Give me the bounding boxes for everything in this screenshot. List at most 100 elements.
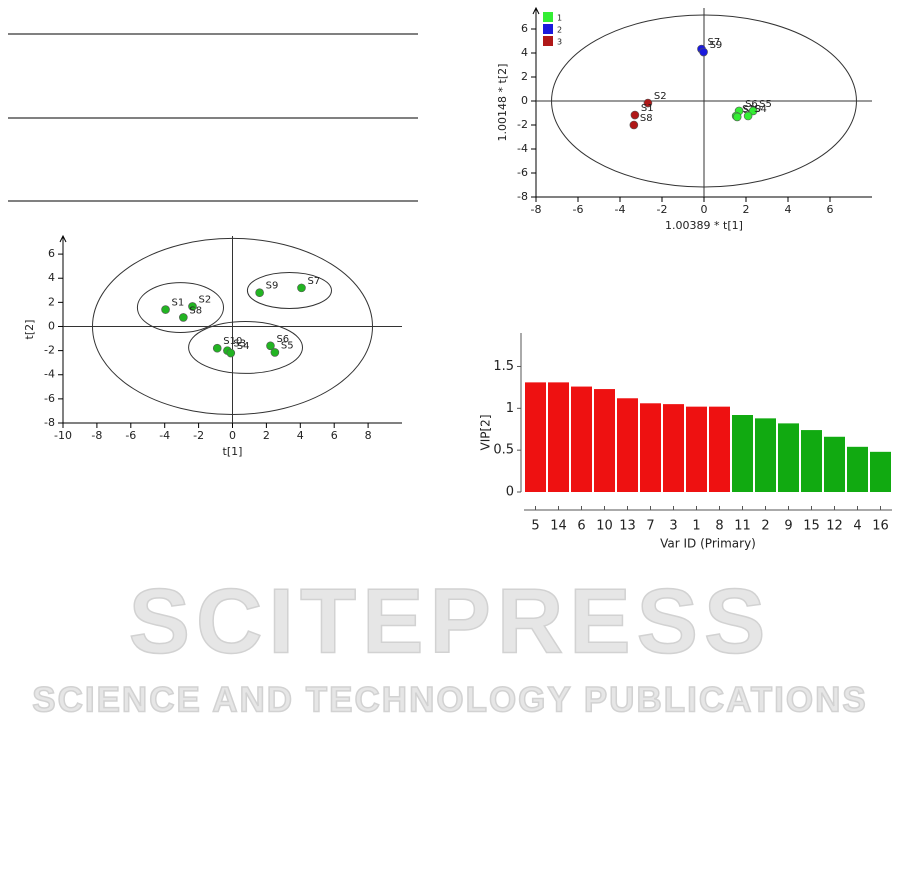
x-tick-label: 16 (872, 519, 889, 534)
point-label: S6 (276, 334, 289, 345)
bar (663, 404, 684, 492)
bar (847, 446, 868, 492)
point (297, 283, 306, 293)
ellipse (551, 14, 857, 188)
x-axis-label: Var ID (Primary) (660, 537, 756, 551)
point (266, 341, 275, 351)
x-tick-label: -2 (193, 429, 204, 442)
point (188, 302, 197, 311)
legend-swatch (543, 12, 553, 22)
x-tick-label: 11 (734, 519, 751, 534)
bar (732, 415, 753, 492)
y-tick-label: 4 (48, 271, 55, 284)
point (226, 348, 236, 358)
x-tick-label: 15 (803, 519, 820, 534)
y-tick-label: 1.5 (493, 359, 514, 374)
x-tick-label: 0 (229, 429, 236, 442)
y-tick-label: 1 (506, 401, 514, 416)
bar (525, 382, 546, 492)
x-tick-label: 9 (784, 519, 792, 534)
x-tick-label: -10 (54, 429, 72, 442)
point (270, 348, 280, 357)
y-tick-label: -8 (44, 416, 55, 429)
x-tick-label: -4 (159, 429, 170, 442)
point-label: S4 (237, 341, 250, 352)
y-tick-label: 2 (48, 295, 55, 308)
bar (709, 406, 730, 492)
bar (617, 398, 638, 492)
y-tick-label: 4 (521, 46, 528, 59)
watermark-title: SCITEPRESS (129, 570, 772, 672)
x-tick-label: 14 (550, 519, 567, 534)
point-label: S5 (759, 99, 772, 110)
point-label: S7 (307, 276, 320, 287)
x-tick-label: 10 (596, 519, 613, 534)
ellipse (188, 321, 304, 374)
y-tick-label: -2 (517, 118, 528, 131)
legend-label: 1 (557, 14, 562, 23)
legend-label: 3 (557, 38, 562, 47)
x-tick-label: -2 (657, 203, 668, 216)
point-label: S8 (640, 113, 653, 124)
point-label: S2 (654, 91, 667, 102)
x-tick-label: -6 (125, 429, 136, 442)
axis-arrow (59, 234, 67, 243)
point (255, 288, 264, 298)
point (161, 305, 170, 314)
bar (801, 430, 822, 492)
y-tick-label: 0.5 (493, 443, 514, 458)
bar (778, 423, 799, 492)
y-tick-label: 0 (506, 485, 514, 500)
point-label: S2 (198, 294, 211, 305)
legend-swatch (543, 24, 553, 34)
x-tick-label: 13 (619, 519, 636, 534)
x-tick-label: 4 (853, 519, 861, 534)
x-tick-label: 6 (331, 429, 338, 442)
y-tick-label: -6 (44, 392, 55, 405)
point-label: S3 (233, 339, 246, 350)
bar (755, 418, 776, 492)
point (743, 111, 753, 121)
y-tick-label: -8 (517, 190, 528, 203)
point (212, 343, 222, 353)
x-tick-label: 7 (646, 519, 654, 534)
point (630, 110, 640, 120)
point-label: S10 (223, 336, 242, 347)
x-tick-label: 3 (669, 519, 677, 534)
legend-swatch (543, 36, 553, 46)
point (699, 47, 708, 57)
bar (640, 403, 661, 492)
legend-label: 2 (557, 26, 562, 35)
point (732, 112, 742, 122)
x-tick-label: 1 (692, 519, 700, 534)
point-label: S1 (172, 298, 185, 309)
x-tick-label: 2 (263, 429, 270, 442)
x-tick-label: -4 (615, 203, 626, 216)
point (629, 120, 639, 130)
bar (571, 386, 592, 492)
x-tick-label: 6 (577, 519, 585, 534)
x-tick-label: 8 (365, 429, 372, 442)
x-tick-label: 4 (297, 429, 304, 442)
y-tick-label: 2 (521, 70, 528, 83)
point (643, 98, 653, 108)
x-tick-label: -6 (573, 203, 584, 216)
y-tick-label: -6 (517, 166, 528, 179)
y-axis-label: t[2] (23, 320, 36, 340)
y-axis-label: 1.00148 * t[2] (496, 64, 509, 142)
point-label: S1 (641, 103, 654, 114)
point-label: S8 (189, 305, 202, 316)
axis-arrow (532, 6, 540, 15)
point-label: S4 (754, 104, 767, 115)
watermark-subtitle: SCIENCE AND TECHNOLOGY PUBLICATIONS (32, 680, 868, 719)
x-tick-label: 4 (785, 203, 792, 216)
y-tick-label: 6 (521, 22, 528, 35)
bar (548, 382, 569, 492)
y-tick-label: -4 (44, 368, 55, 381)
x-tick-label: 5 (531, 519, 539, 534)
x-tick-label: 2 (761, 519, 769, 534)
bar (594, 389, 615, 492)
x-tick-label: 6 (827, 203, 834, 216)
point-label: S6 (745, 99, 758, 110)
